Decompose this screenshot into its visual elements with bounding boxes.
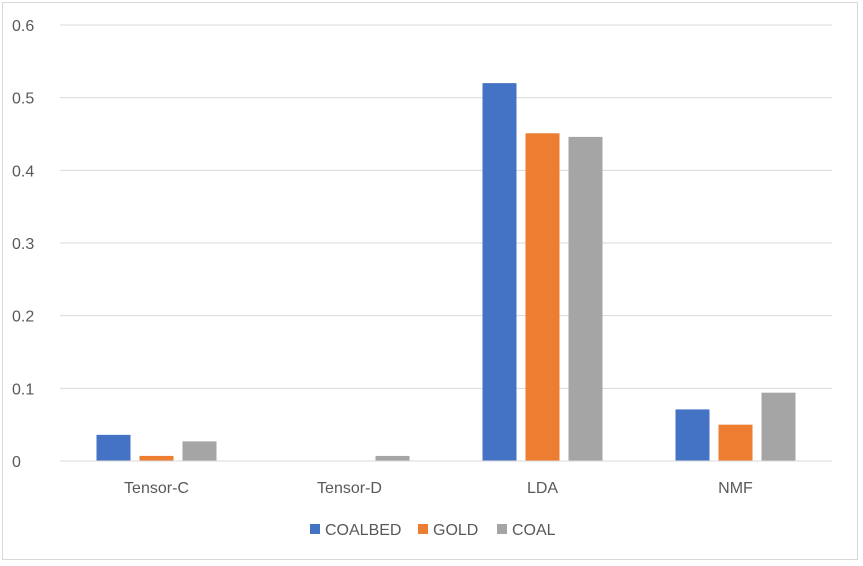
legend-label-gold: GOLD	[433, 522, 478, 539]
bar-coalbed-lda	[482, 83, 517, 461]
x-category-label: Tensor-D	[317, 480, 382, 497]
bar-coal-lda	[568, 136, 603, 461]
chart-frame	[2, 2, 858, 560]
legend: COALBED GOLD COAL	[310, 522, 556, 539]
legend-swatch-coal	[497, 524, 507, 534]
gridlines	[60, 24, 832, 389]
bar-coal-tensor-d	[375, 455, 410, 461]
y-tick-label: 0.2	[12, 309, 34, 326]
y-tick-label: 0.3	[12, 236, 34, 253]
bar-gold-lda	[525, 133, 560, 462]
y-tick-label: 0.1	[12, 381, 34, 398]
y-axis-tick-labels: 0 0.1 0.2 0.3 0.4 0.5 0.6	[12, 18, 34, 471]
bars	[96, 83, 796, 462]
y-tick-label: 0.5	[12, 91, 34, 108]
bar-gold-tensor-c	[139, 455, 174, 461]
bar-coalbed-nmf	[675, 409, 710, 461]
legend-swatch-coalbed	[310, 524, 320, 534]
legend-label-coalbed: COALBED	[325, 522, 401, 539]
bar-coal-tensor-c	[182, 441, 217, 461]
legend-swatch-gold	[418, 524, 428, 534]
legend-label-coal: COAL	[512, 522, 556, 539]
x-category-label: LDA	[527, 480, 558, 497]
x-category-label: Tensor-C	[124, 480, 189, 497]
bar-coal-nmf	[761, 392, 796, 461]
x-category-label: NMF	[718, 480, 753, 497]
y-tick-label: 0.4	[12, 163, 34, 180]
x-axis-category-labels: Tensor-C Tensor-D LDA NMF	[124, 480, 753, 497]
bar-coalbed-tensor-c	[96, 434, 131, 461]
y-tick-label: 0	[12, 454, 21, 471]
y-tick-label: 0.6	[12, 18, 34, 35]
bar-gold-nmf	[718, 424, 753, 461]
